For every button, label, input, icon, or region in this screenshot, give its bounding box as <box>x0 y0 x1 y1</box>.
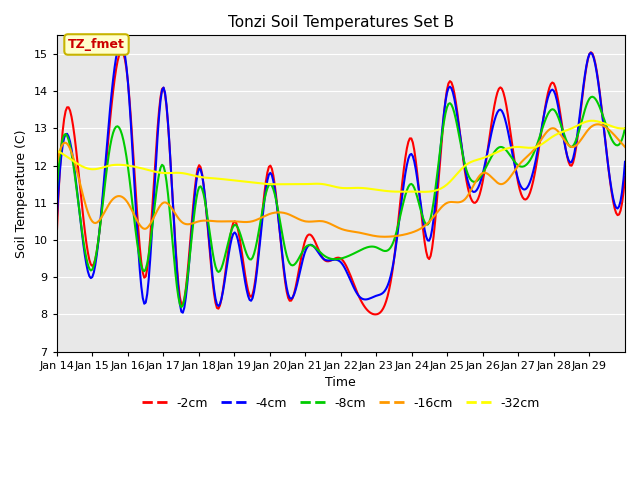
-4cm <box>621 159 629 165</box>
-32cm <box>90 167 98 172</box>
-8cm <box>72 181 80 187</box>
-4cm <box>179 310 187 315</box>
-16cm <box>620 143 627 148</box>
-8cm <box>90 263 98 269</box>
-4cm <box>461 164 468 170</box>
Text: TZ_fmet: TZ_fmet <box>68 38 125 51</box>
-2cm <box>72 145 80 151</box>
-16cm <box>90 220 98 226</box>
-2cm <box>545 85 553 91</box>
Y-axis label: Soil Temperature (C): Soil Temperature (C) <box>15 129 28 258</box>
-8cm <box>620 132 627 137</box>
Line: -32cm: -32cm <box>57 120 625 192</box>
-32cm <box>589 118 596 123</box>
-16cm <box>460 198 467 204</box>
Line: -16cm: -16cm <box>57 124 625 237</box>
-4cm <box>545 91 553 96</box>
Title: Tonzi Soil Temperatures Set B: Tonzi Soil Temperatures Set B <box>228 15 454 30</box>
-16cm <box>345 228 353 234</box>
-8cm <box>621 125 629 131</box>
-32cm <box>53 148 61 154</box>
-2cm <box>90 261 98 267</box>
-32cm <box>620 126 627 132</box>
Line: -2cm: -2cm <box>57 51 625 314</box>
-8cm <box>53 189 61 194</box>
-16cm <box>595 121 602 127</box>
-32cm <box>544 137 552 143</box>
X-axis label: Time: Time <box>326 376 356 389</box>
-4cm <box>620 176 627 182</box>
-2cm <box>620 189 627 195</box>
-2cm <box>372 312 380 317</box>
-16cm <box>544 128 552 134</box>
-4cm <box>53 218 61 224</box>
-8cm <box>589 94 596 100</box>
-16cm <box>621 144 629 150</box>
-8cm <box>347 252 355 258</box>
-32cm <box>419 189 427 195</box>
-16cm <box>53 163 61 168</box>
-4cm <box>348 281 356 287</box>
-32cm <box>621 125 629 131</box>
-4cm <box>116 40 124 46</box>
Legend: -2cm, -4cm, -8cm, -16cm, -32cm: -2cm, -4cm, -8cm, -16cm, -32cm <box>137 392 545 415</box>
-2cm <box>461 168 468 173</box>
-16cm <box>381 234 388 240</box>
-8cm <box>177 304 185 310</box>
-4cm <box>72 179 80 184</box>
-8cm <box>544 111 552 117</box>
-2cm <box>118 48 126 54</box>
-16cm <box>72 165 80 170</box>
-32cm <box>460 164 467 170</box>
-2cm <box>347 273 355 278</box>
-8cm <box>460 155 467 160</box>
-2cm <box>53 233 61 239</box>
-4cm <box>90 270 98 276</box>
-32cm <box>345 185 353 191</box>
-32cm <box>72 160 80 166</box>
-2cm <box>621 174 629 180</box>
Line: -4cm: -4cm <box>57 43 625 312</box>
Line: -8cm: -8cm <box>57 97 625 307</box>
